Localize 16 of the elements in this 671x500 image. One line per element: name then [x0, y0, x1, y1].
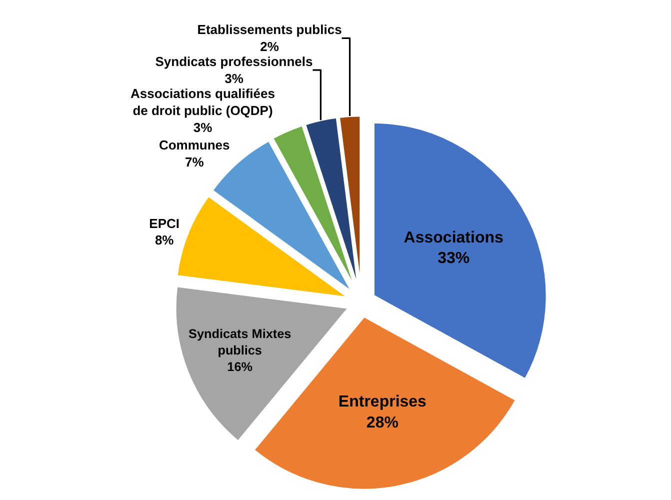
data-label: 16%	[227, 360, 252, 374]
slice-label: Syndicats Mixtes publics	[188, 327, 292, 358]
slice-label: Associations	[404, 229, 504, 246]
slice-label: Associations qualifiées de droit public (OQDP)	[130, 86, 275, 118]
slice-label: Etablissements publics	[197, 22, 342, 38]
slice-label: Syndicats professionnels	[155, 54, 313, 70]
slice-label: EPCI	[149, 216, 180, 231]
slice-label: Communes	[158, 137, 230, 152]
slice-label: Entreprises	[338, 394, 427, 411]
data-label: 3%	[193, 120, 213, 135]
data-label: 2%	[260, 39, 280, 54]
data-label: 8%	[154, 232, 174, 248]
data-label: 28%	[366, 414, 398, 432]
data-label: 3%	[224, 71, 244, 86]
data-label: 33%	[438, 250, 470, 268]
data-label: 7%	[184, 154, 204, 170]
